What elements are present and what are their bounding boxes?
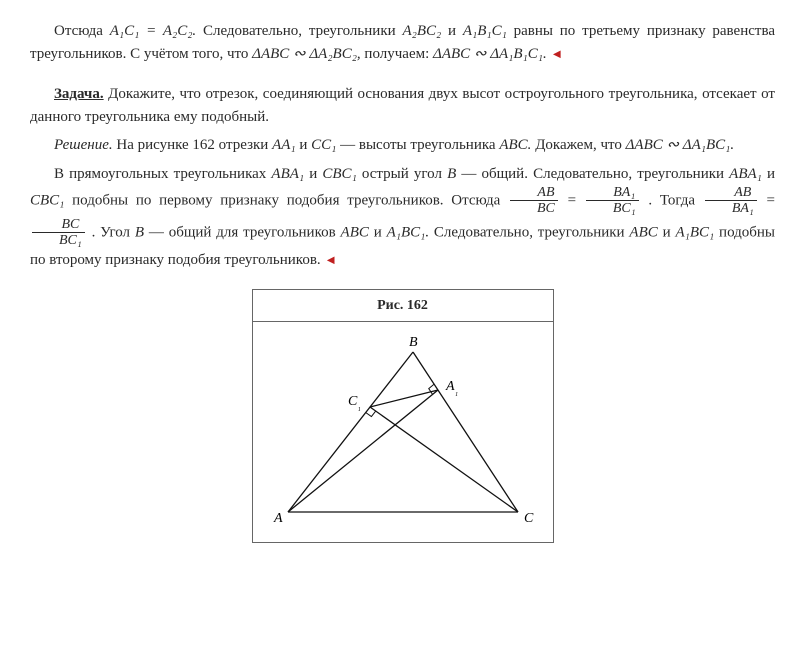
text: — общий. Следовательно, треугольники xyxy=(456,166,729,182)
svg-text:A₁: A₁ xyxy=(445,379,458,397)
math: A₁C₁ = A₂C₂. xyxy=(110,23,196,39)
svg-text:C₁: C₁ xyxy=(348,394,361,412)
svg-text:A: A xyxy=(273,511,283,526)
svg-text:C: C xyxy=(524,511,534,526)
text: и xyxy=(762,166,775,182)
text: — общий для треугольников xyxy=(144,224,340,240)
end-marker-icon: ◄ xyxy=(324,253,337,267)
math: ABA₁ xyxy=(271,166,304,182)
text: и xyxy=(658,224,676,240)
text: Отсюда xyxy=(54,23,110,39)
math: ΔABC ∾ ΔA₁BC₁. xyxy=(626,137,735,153)
math: ΔABC ∾ ΔA₂BC₂, xyxy=(252,46,361,62)
figure-162: Рис. 162 A B C A₁ C₁ xyxy=(252,289,554,543)
math: ΔABC ∾ ΔA₁B₁C₁. xyxy=(433,46,550,62)
text: подобны по первому признаку подобия треу… xyxy=(64,192,508,208)
fraction-3: ABBA₁ xyxy=(705,185,757,217)
task-text: Докажите, что отрезок, соединяющий основ… xyxy=(30,86,775,125)
text: На рисунке 162 отрезки xyxy=(113,137,272,153)
task-paragraph: Задача. Докажите, что отрезок, соединяющ… xyxy=(30,83,775,128)
math: CBC₁ xyxy=(322,166,356,182)
figure-title: Рис. 162 xyxy=(253,290,553,322)
task-label: Задача. xyxy=(54,86,104,102)
text: Следовательно, треугольники xyxy=(196,23,402,39)
text: и xyxy=(441,23,463,39)
solution-paragraph-2: В прямоугольных треугольниках ABA₁ и CBC… xyxy=(30,163,775,272)
math: ABA₁ xyxy=(729,166,762,182)
solution-label: Решение. xyxy=(54,137,113,153)
end-marker-icon: ◄ xyxy=(551,47,564,61)
text: и xyxy=(296,137,312,153)
math: A₁BC₁ xyxy=(675,224,714,240)
math: CC₁ xyxy=(311,137,336,153)
fraction-1: ABBC xyxy=(510,185,558,217)
math: B xyxy=(447,166,456,182)
text: Следовательно, треугольники xyxy=(429,224,629,240)
text: и xyxy=(369,224,387,240)
text: и xyxy=(304,166,322,182)
fraction-2: BA₁BC₁ xyxy=(586,185,639,217)
text: острый угол xyxy=(357,166,447,182)
math: A₂BC₂ xyxy=(402,23,441,39)
figure-body: A B C A₁ C₁ xyxy=(253,322,553,542)
math: AA₁ xyxy=(272,137,296,153)
math: A₁B₁C₁ xyxy=(463,23,507,39)
math: ABC. xyxy=(499,137,531,153)
math: CBC₁ xyxy=(30,192,64,208)
text: получаем: xyxy=(361,46,433,62)
math: ABC xyxy=(629,224,657,240)
math: ABC xyxy=(341,224,369,240)
svg-text:B: B xyxy=(409,335,418,350)
triangle-diagram: A B C A₁ C₁ xyxy=(253,322,553,542)
text: . Тогда xyxy=(648,192,702,208)
fraction-4: BCBC₁ xyxy=(32,217,85,249)
text: Докажем, что xyxy=(531,137,625,153)
math: A₁BC₁. xyxy=(387,224,430,240)
paragraph-1: Отсюда A₁C₁ = A₂C₂. Следовательно, треуг… xyxy=(30,20,775,65)
math: B xyxy=(135,224,144,240)
solution-paragraph-1: Решение. На рисунке 162 отрезки AA₁ и CC… xyxy=(30,134,775,157)
text: — высоты треугольника xyxy=(336,137,499,153)
text: В прямоугольных треугольниках xyxy=(54,166,271,182)
text: . Угол xyxy=(92,224,135,240)
